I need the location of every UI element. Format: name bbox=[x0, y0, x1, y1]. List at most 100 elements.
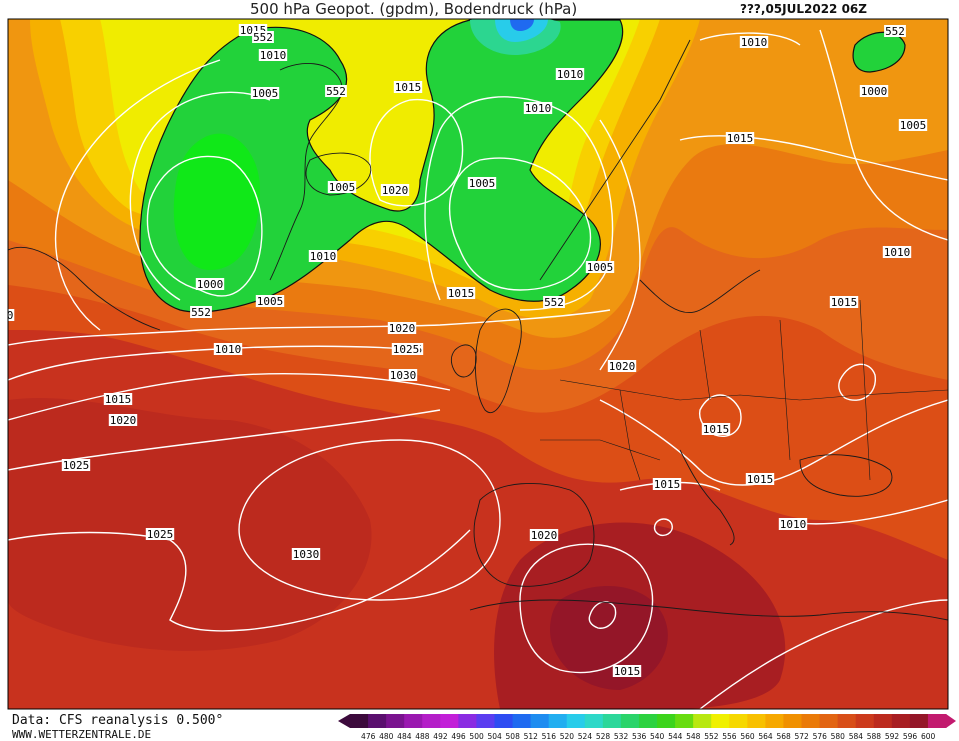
colorbar-swatch bbox=[729, 714, 748, 728]
colorbar-swatch bbox=[458, 714, 477, 728]
colorbar-label: 476 bbox=[361, 732, 376, 741]
colorbar-swatch bbox=[422, 714, 441, 728]
colorbar-right-arrow bbox=[946, 714, 956, 728]
isobar-label: 1000 bbox=[195, 278, 225, 291]
colorbar-swatch bbox=[638, 714, 658, 728]
colorbar-swatch bbox=[440, 714, 459, 728]
isobar-label-text: 1020 bbox=[389, 322, 416, 335]
isobar-label: 1025 bbox=[391, 343, 421, 356]
colorbar-swatch bbox=[765, 714, 784, 728]
isobar-line bbox=[54, 59, 221, 331]
africa-coast bbox=[469, 599, 948, 621]
colorbar-label: 516 bbox=[542, 732, 557, 741]
colorbar-label: 496 bbox=[451, 732, 466, 741]
isobar-label-text: 1010 bbox=[525, 102, 552, 115]
colorbar-label: 500 bbox=[469, 732, 484, 741]
colorbar-swatch bbox=[584, 714, 604, 728]
coastlines bbox=[8, 39, 948, 621]
colorbar-label: 568 bbox=[776, 732, 791, 741]
colorbar-label: 528 bbox=[596, 732, 611, 741]
colorbar-label: 520 bbox=[560, 732, 575, 741]
isobar-line bbox=[8, 345, 421, 381]
isobar-line bbox=[8, 529, 471, 632]
isobar-label-text: 1030 bbox=[390, 369, 417, 382]
colorbar-swatch bbox=[620, 714, 640, 728]
colorbar-swatch bbox=[350, 714, 369, 728]
colorbar-swatch bbox=[368, 714, 387, 728]
isobar-label: 1000 bbox=[859, 85, 889, 98]
isobar-label-text: 1010 bbox=[741, 36, 768, 49]
isobar-line bbox=[8, 309, 611, 346]
website-label: WWW.WETTERZENTRALE.DE bbox=[12, 728, 151, 741]
isobar-label: 1015 bbox=[829, 296, 859, 309]
isobar-label: 1015 bbox=[612, 665, 642, 678]
isobar-label-text: 1030 bbox=[293, 548, 320, 561]
map-date: ???,05JUL2022 06Z bbox=[740, 2, 867, 16]
isobar-line bbox=[519, 543, 654, 674]
colorbar-swatch bbox=[476, 714, 495, 728]
isobar-line bbox=[448, 157, 592, 291]
isobar-label: 1005 bbox=[898, 119, 928, 132]
isobar-label: 1005 bbox=[585, 261, 615, 274]
isobar-label: 552 bbox=[543, 296, 565, 309]
isobar-line bbox=[653, 518, 673, 537]
geopotential-high-atlantic bbox=[8, 397, 372, 651]
isobar-label: 552 bbox=[884, 25, 906, 38]
isobar-label-text: 1025 bbox=[147, 528, 174, 541]
iceland-coast bbox=[305, 152, 372, 196]
isobar-label: 1020 bbox=[529, 529, 559, 542]
isobar-label-text: 1005 bbox=[900, 119, 927, 132]
isobar-line bbox=[129, 91, 271, 301]
isobar-label: 552 bbox=[252, 31, 274, 44]
isobar-label-text: 1025 bbox=[393, 343, 420, 356]
isobar-label-text: 552 bbox=[885, 25, 905, 38]
uk-coast bbox=[474, 308, 522, 413]
isobar-label: 0 bbox=[8, 309, 15, 322]
isobar-label-text: 1015 bbox=[703, 423, 730, 436]
isobar-label-text: 1020 bbox=[110, 414, 137, 427]
colorbar-swatch bbox=[602, 714, 622, 728]
colorbar-swatch bbox=[548, 714, 568, 728]
colorbar-label: 560 bbox=[740, 732, 755, 741]
greenland-coast bbox=[269, 63, 343, 281]
isobar-label: 1020 bbox=[387, 322, 417, 335]
colorbar-label: 576 bbox=[813, 732, 828, 741]
isobar-label-text: 1010 bbox=[310, 250, 337, 263]
colorbar-swatch bbox=[873, 714, 893, 728]
italy-coast bbox=[679, 449, 735, 546]
baltic-coast bbox=[639, 269, 761, 314]
map-frame bbox=[7, 18, 949, 710]
isobar-label: 1005 bbox=[250, 87, 280, 100]
colorbar-label: 600 bbox=[921, 732, 936, 741]
colorbar-label: 588 bbox=[867, 732, 882, 741]
isobar-label: 1015 bbox=[652, 478, 682, 491]
colorbar-label: 508 bbox=[506, 732, 521, 741]
colorbar-label: 488 bbox=[415, 732, 430, 741]
colorbar-swatch bbox=[657, 714, 676, 728]
isobar-label-text: 1005 bbox=[469, 177, 496, 190]
isobar-label-text: 1010 bbox=[260, 49, 287, 62]
colorbar-label: 544 bbox=[668, 732, 683, 741]
isobar-label: 1010 bbox=[778, 518, 808, 531]
colorbar-swatch bbox=[404, 714, 423, 728]
colorbar-swatch bbox=[837, 714, 857, 728]
isobar-label-text: 1015 bbox=[727, 132, 754, 145]
isobar-label-text: 552 bbox=[544, 296, 564, 309]
isobar-label-text: 1010 bbox=[780, 518, 807, 531]
norway-coast bbox=[539, 39, 691, 281]
isobar-label: 1010 bbox=[258, 49, 288, 62]
isobar-label-text: 1005 bbox=[257, 295, 284, 308]
isobar-label: 1030 bbox=[388, 369, 418, 382]
colorbar-swatch bbox=[801, 714, 821, 728]
colorbar-swatch bbox=[927, 714, 947, 728]
isobar-label-text: 1010 bbox=[557, 68, 584, 81]
isobar-label-text: 1010 bbox=[884, 246, 911, 259]
colorbar-label: 548 bbox=[686, 732, 701, 741]
colorbar-swatch bbox=[512, 714, 532, 728]
colorbar-label: 584 bbox=[849, 732, 864, 741]
isobar-label: 1020 bbox=[607, 360, 637, 373]
black-sea-coast bbox=[799, 454, 893, 497]
isobar-label: 1010 bbox=[213, 343, 243, 356]
colorbar-swatch bbox=[909, 714, 929, 728]
data-source-label: Data: CFS reanalysis 0.500° bbox=[12, 713, 223, 728]
